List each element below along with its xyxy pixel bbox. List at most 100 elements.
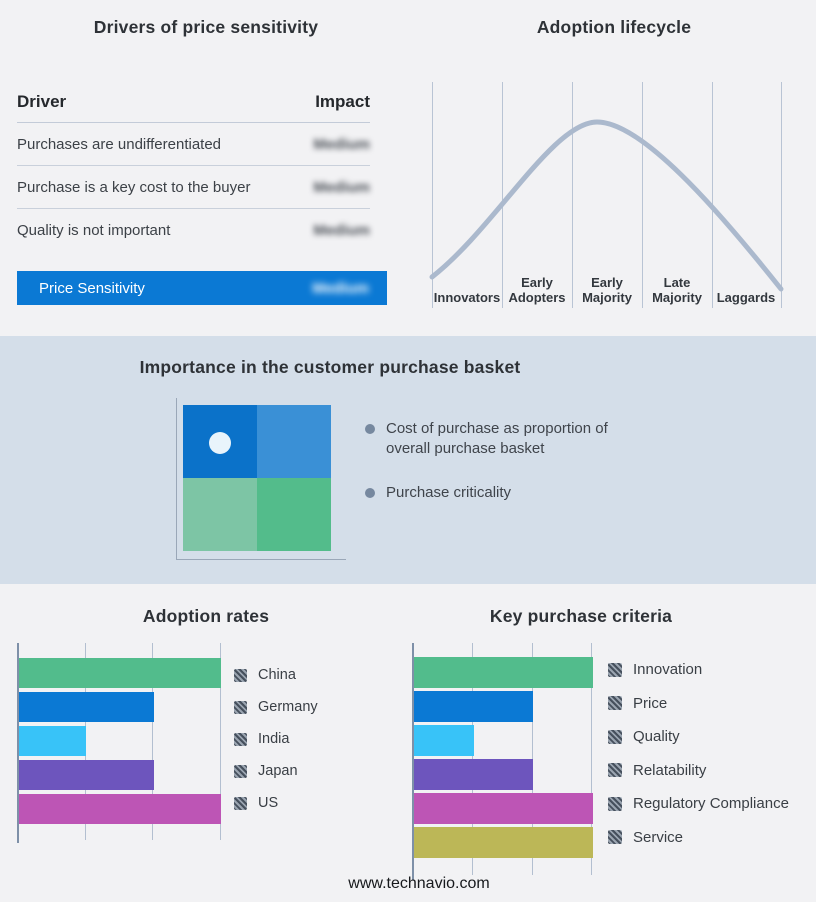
hatched-swatch-icon xyxy=(234,764,247,778)
bar-relatability xyxy=(414,759,534,790)
adoption-rates-chart xyxy=(0,643,412,843)
lifecycle-divider xyxy=(432,82,433,308)
hatched-swatch-icon xyxy=(608,696,622,711)
bullet-text: Cost of purchase as proportion of overal… xyxy=(386,420,608,457)
basket-panel-title: Importance in the customer purchase bask… xyxy=(139,357,521,377)
hatched-swatch-icon xyxy=(608,830,622,845)
hatched-swatch-icon xyxy=(608,763,622,778)
basket-bullet-list: Cost of purchase as proportion of overal… xyxy=(365,419,630,502)
legend-item: Regulatory Compliance xyxy=(608,787,789,821)
stage-label-early-adopters: Early Adopters xyxy=(508,275,566,306)
legend-item: Relatability xyxy=(608,754,789,788)
y-axis xyxy=(412,643,414,880)
lifecycle-divider xyxy=(502,82,503,308)
impact-cell-blurred: Medium xyxy=(313,222,370,239)
legend-label: Japan xyxy=(258,763,298,779)
adoption-rates-title: Adoption rates xyxy=(142,606,270,626)
bullet-icon xyxy=(365,487,375,498)
legend-label: India xyxy=(258,731,290,747)
hatched-swatch-icon xyxy=(234,700,247,714)
bar-us xyxy=(19,794,221,824)
key-purchase-criteria-legend: Innovation Price Quality Relatability Re… xyxy=(608,653,789,854)
legend-label: Service xyxy=(633,828,684,846)
bar-india xyxy=(19,726,87,756)
driver-cell: Purchases are undifferentiated xyxy=(17,135,222,153)
hatched-swatch-icon xyxy=(234,732,247,746)
stage-label-early-majority: Early Majority xyxy=(582,275,632,306)
stage-label-late-majority: Late Majority xyxy=(652,275,702,306)
bar-china xyxy=(19,658,221,688)
bar-germany xyxy=(19,692,154,722)
lifecycle-divider xyxy=(712,82,713,308)
summary-label: Price Sensitivity xyxy=(39,279,145,297)
purchase-basket-band xyxy=(0,336,816,584)
impact-cell-blurred: Medium xyxy=(313,178,370,196)
gridline xyxy=(220,643,221,840)
key-purchase-criteria-title: Key purchase criteria xyxy=(489,606,673,626)
stage-label-laggards: Laggards xyxy=(716,290,776,306)
bar-service xyxy=(414,827,593,858)
legend-label: China xyxy=(258,667,296,683)
quadrant-cell-bottom-right xyxy=(257,478,331,551)
adoption-rates-legend: China Germany India Japan US xyxy=(234,659,318,819)
legend-item: Price xyxy=(608,687,789,721)
lifecycle-divider xyxy=(781,82,782,308)
legend-label: Price xyxy=(633,694,668,712)
quadrant-cell-bottom-left xyxy=(183,478,257,551)
gridline xyxy=(591,643,592,875)
lifecycle-divider xyxy=(572,82,573,308)
bar-price xyxy=(414,691,534,722)
adoption-lifecycle-chart: Innovators Early Adopters Early Majority… xyxy=(420,78,816,310)
column-header-driver: Driver xyxy=(17,92,67,111)
legend-label: Quality xyxy=(633,728,680,746)
purchase-basket-quadrant xyxy=(183,405,331,551)
quadrant-position-marker xyxy=(209,432,231,454)
website-url: www.technavio.com xyxy=(348,875,490,892)
bell-curve-svg xyxy=(429,119,784,292)
table-row: Purchases are undifferentiated Medium xyxy=(17,123,370,166)
quadrant-cell-top-right xyxy=(257,405,331,478)
table-row: Quality is not important Medium xyxy=(17,209,370,252)
legend-label: Relatability xyxy=(633,761,707,779)
list-item: Purchase criticality xyxy=(365,483,630,503)
lifecycle-panel-title: Adoption lifecycle xyxy=(536,17,692,37)
column-header-impact: Impact xyxy=(315,92,370,111)
y-axis xyxy=(17,643,19,843)
impact-cell-blurred: Medium xyxy=(313,135,370,153)
gridline xyxy=(152,643,153,840)
table-row: Purchase is a key cost to the buyer Medi… xyxy=(17,166,370,209)
list-item: Cost of purchase as proportion of overal… xyxy=(365,419,630,459)
hatched-swatch-icon xyxy=(608,796,622,811)
legend-item: Germany xyxy=(234,691,318,723)
legend-item: Quality xyxy=(608,720,789,754)
legend-item: India xyxy=(234,723,318,755)
price-sensitivity-summary-bar: Price Sensitivity Medium xyxy=(17,271,387,305)
drivers-panel-title: Drivers of price sensitivity xyxy=(93,17,319,37)
legend-item: Service xyxy=(608,821,789,855)
legend-item: Innovation xyxy=(608,653,789,687)
quadrant-x-axis xyxy=(176,559,346,560)
drivers-table: Driver Impact Purchases are undifferenti… xyxy=(17,92,370,252)
hatched-swatch-icon xyxy=(608,729,622,744)
hatched-swatch-icon xyxy=(608,662,622,677)
driver-cell: Purchase is a key cost to the buyer xyxy=(17,178,251,196)
summary-impact-blurred: Medium xyxy=(312,279,369,297)
drivers-table-header: Driver Impact xyxy=(17,92,370,123)
hatched-swatch-icon xyxy=(234,668,247,682)
bar-japan xyxy=(19,760,154,790)
driver-cell: Quality is not important xyxy=(17,222,171,239)
bullet-icon xyxy=(365,424,375,434)
quadrant-y-axis xyxy=(176,398,177,560)
legend-item: US xyxy=(234,787,318,819)
legend-label: Regulatory Compliance xyxy=(633,795,789,813)
legend-label: Germany xyxy=(258,699,318,715)
legend-label: Innovation xyxy=(633,661,703,679)
bar-innovation xyxy=(414,657,593,688)
bullet-text: Purchase criticality xyxy=(386,483,512,501)
legend-label: US xyxy=(258,795,279,811)
hatched-swatch-icon xyxy=(234,796,247,810)
legend-item: Japan xyxy=(234,755,318,787)
bar-quality xyxy=(414,725,474,756)
key-purchase-criteria-chart xyxy=(412,643,612,880)
